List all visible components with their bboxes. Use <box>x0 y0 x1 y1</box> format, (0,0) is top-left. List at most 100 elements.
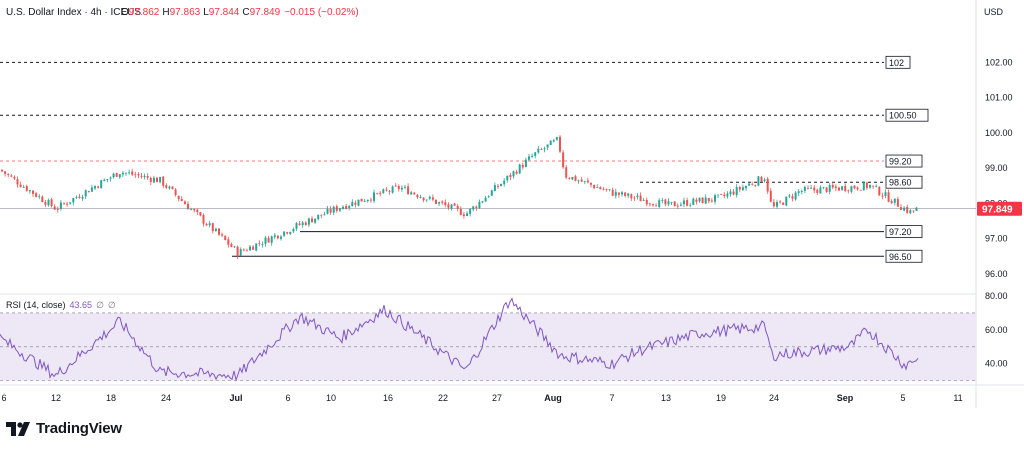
candle-body <box>738 186 741 190</box>
candle-body <box>338 208 341 211</box>
candle-body <box>645 199 648 205</box>
candle-body <box>63 203 65 205</box>
candle-body <box>816 189 819 193</box>
candle-body <box>125 172 127 174</box>
candle-body <box>174 189 177 196</box>
candle-body <box>301 222 304 226</box>
time-axis[interactable]: 6 12 18 24 Jul 6 10 16 22 27 Aug 7 13 19 24 Sep 5 11 <box>1 393 962 403</box>
candle-body <box>208 223 211 226</box>
candle-body <box>695 199 698 202</box>
level-label: 97.20 <box>889 227 912 237</box>
candle-body <box>540 149 543 150</box>
ohlc-close-value: 97.849 <box>250 7 281 18</box>
candle-body <box>537 148 540 153</box>
candle-body <box>608 189 611 191</box>
time-tick-label: 24 <box>769 393 779 403</box>
candle-body <box>748 183 751 186</box>
candle-body <box>707 198 710 202</box>
candle-body <box>44 202 47 205</box>
candle-body <box>875 186 878 187</box>
candle-body <box>543 148 546 150</box>
rsi-legend-value: 43.65 <box>70 300 93 310</box>
candle-body <box>714 195 716 202</box>
ohlc-open-value: 97.862 <box>129 7 160 18</box>
candle-body <box>128 172 131 174</box>
candle-body <box>729 191 732 195</box>
candle-body <box>481 201 484 203</box>
tradingview-logo-icon <box>6 421 30 436</box>
candle-body <box>84 190 87 197</box>
candle-body <box>180 198 183 201</box>
rsi-legend-extra-1: ∅ <box>96 300 104 310</box>
candle-body <box>509 175 512 178</box>
candle-body <box>639 195 642 202</box>
candle-body <box>658 200 661 208</box>
candle-body <box>177 195 180 200</box>
candle-body <box>652 204 654 206</box>
candle-body <box>190 208 193 210</box>
candle-body <box>109 177 112 179</box>
candle-body <box>329 208 332 213</box>
candle-body <box>7 173 10 175</box>
ohlc-change: −0.015 (−0.02%) <box>284 7 359 18</box>
candle-body <box>664 199 667 205</box>
level-label-box <box>885 175 923 189</box>
candle-body <box>218 228 220 235</box>
candle-body <box>621 192 623 195</box>
symbol-title[interactable]: U.S. Dollar Index · 4h · ICEUS <box>6 7 141 18</box>
candle-body <box>354 202 357 205</box>
candle-body <box>890 201 893 204</box>
candle-body <box>366 199 369 202</box>
candle-body <box>813 187 816 191</box>
candle-body <box>500 183 503 187</box>
candle-body <box>822 186 825 188</box>
candle-body <box>59 202 62 209</box>
candle-body <box>565 167 568 178</box>
time-tick-label: 13 <box>661 393 671 403</box>
candle-body <box>506 175 509 181</box>
candle-body <box>66 203 69 205</box>
rsi-axis[interactable]: 80.00 60.00 40.00 <box>985 291 1008 369</box>
candle-body <box>915 207 918 211</box>
last-price-value: 97.849 <box>982 205 1013 216</box>
candle-body <box>249 246 251 251</box>
time-tick-label: 24 <box>161 393 171 403</box>
candle-body <box>72 197 75 203</box>
candle-body <box>345 206 348 209</box>
candle-body <box>121 172 124 175</box>
candle-body <box>683 200 685 205</box>
price-tick-label: 97.00 <box>985 234 1008 244</box>
candle-body <box>546 144 549 148</box>
candle-body <box>382 189 385 194</box>
candle-body <box>624 192 627 196</box>
candle-body <box>679 204 682 206</box>
tradingview-brand[interactable]: TradingView <box>6 420 122 437</box>
candle-body <box>348 205 351 208</box>
candle-body <box>776 202 778 207</box>
candle-body <box>214 228 217 231</box>
candle-body <box>280 236 282 239</box>
candle-body <box>90 187 93 192</box>
price-tick-label: 102.00 <box>985 57 1013 67</box>
time-tick-label: Jul <box>229 393 242 403</box>
candle-body <box>307 218 310 225</box>
candle-body <box>413 192 416 195</box>
candle-body <box>295 223 298 229</box>
candle-body <box>373 192 375 201</box>
candle-body <box>456 206 459 209</box>
candle-body <box>512 171 515 177</box>
time-tick-label: 22 <box>438 393 448 403</box>
time-tick-label: 12 <box>51 393 61 403</box>
candle-body <box>844 186 847 191</box>
candle-body <box>75 197 78 198</box>
candle-body <box>766 178 769 192</box>
candle-body <box>317 214 320 219</box>
candle-body <box>156 177 158 183</box>
candle-body <box>847 190 850 192</box>
candle-body <box>800 191 803 192</box>
candle-body <box>617 192 620 195</box>
candle-body <box>580 179 583 182</box>
candle-body <box>360 198 363 202</box>
